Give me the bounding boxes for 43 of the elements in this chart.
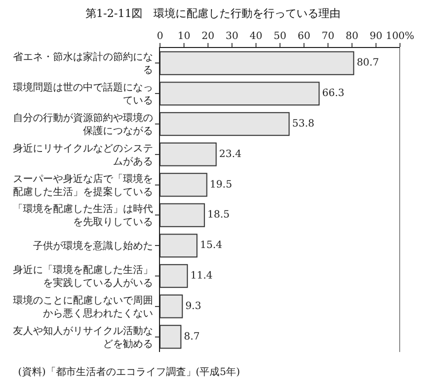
bar <box>160 112 290 136</box>
data-label: 18.5 <box>207 210 230 221</box>
x-tick-label: 80 <box>346 31 358 42</box>
y-tick-label: 友人や知人がリサイクル活動などを勧める <box>13 324 153 350</box>
data-label: 8.7 <box>184 331 200 342</box>
bar <box>160 234 198 258</box>
y-tick-label: 環境のことに配慮しないで周囲から悪く思われたくない <box>13 294 153 320</box>
x-tick-label: 40 <box>250 31 262 42</box>
bar <box>160 142 217 166</box>
x-tick-label: 0 <box>156 31 164 42</box>
y-tick-label: 身近に「環境を配慮した生活」を実践している人がいる <box>13 264 153 289</box>
y-tick-label: 「環境を配慮した生活」は時代を先取りしている <box>13 203 153 228</box>
bar <box>160 172 208 197</box>
data-label: 9.3 <box>185 300 202 312</box>
x-tick-label: 50 <box>274 31 286 42</box>
x-tick-label: 30 <box>226 31 238 42</box>
y-tick-label: 子供が環境を意識し始めた <box>33 240 153 252</box>
data-label: 53.8 <box>292 118 314 130</box>
y-tick-label: 省エネ・節水は家計の節約になる <box>13 51 153 76</box>
x-tick-label: 20 <box>202 31 214 42</box>
bar <box>160 294 183 318</box>
text: (資料)「都市生活者のエコライフ調査」(平成5年) <box>18 366 240 378</box>
bar <box>160 203 205 228</box>
bar <box>160 324 182 349</box>
bar <box>160 51 354 76</box>
bar <box>160 264 188 288</box>
y-tick-label: 環境問題は世の中で話題になっている <box>13 82 153 107</box>
data-label: 11.4 <box>190 270 213 282</box>
data-label: 15.4 <box>200 240 222 252</box>
y-tick-label: スーパーや身近な店で「環境を配慮した生活」を提案している <box>13 172 153 198</box>
data-label: 80.7 <box>356 58 379 69</box>
chart-title: 第1-2-11図 環境に配慮した行動を行っている理由 <box>85 7 341 20</box>
data-label: 66.3 <box>322 88 344 100</box>
x-tick-label: 70 <box>322 31 334 42</box>
x-tick-label: 60 <box>298 31 310 42</box>
data-label: 23.4 <box>219 148 242 160</box>
y-tick-label: 身近にリサイクルなどのシステムがある <box>13 142 153 168</box>
bar <box>160 82 320 106</box>
y-tick-label: 自分の行動が資源節約や環境の保護につながる <box>13 112 153 137</box>
x-tick-label: 90 <box>370 31 382 42</box>
x-tick-label: 10 <box>178 31 190 42</box>
x-tick-label: 100% <box>386 31 414 42</box>
data-label: 19.5 <box>210 179 232 190</box>
